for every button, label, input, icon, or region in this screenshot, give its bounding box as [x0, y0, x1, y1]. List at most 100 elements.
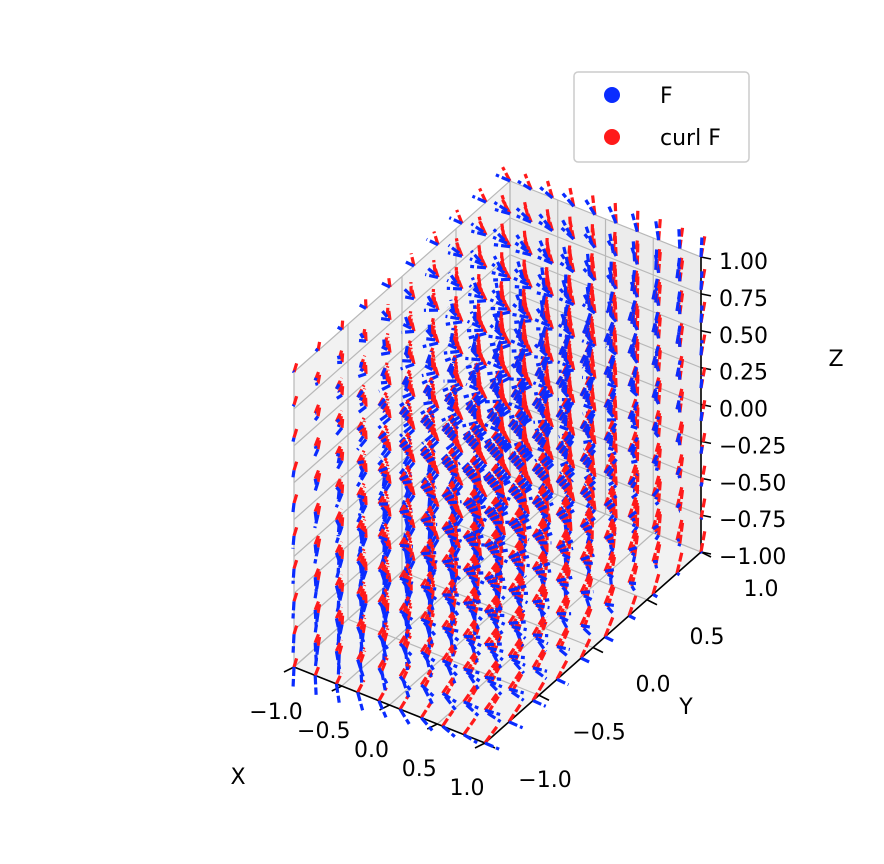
quiver-arrow-f — [335, 426, 344, 436]
quiver-arrow-curl-f — [443, 483, 456, 501]
quiver-arrow-f — [654, 221, 661, 241]
quiver-arrow-f — [654, 352, 659, 369]
quiver-arrow-f — [404, 518, 411, 532]
quiver-arrow-f — [484, 423, 500, 433]
quiver-arrow-curl-f — [340, 614, 345, 625]
legend-label-curl-f: curl F — [660, 126, 721, 151]
quiver-arrow-curl-f — [406, 573, 413, 588]
quiver-arrow-curl-f — [356, 581, 366, 595]
quiver-arrow-f — [561, 619, 570, 631]
quiver-arrow-f — [537, 325, 548, 347]
quiver-arrow-curl-f — [432, 325, 437, 341]
quiver-arrow-f — [489, 474, 508, 489]
quiver-arrow-f — [463, 667, 480, 675]
quiver-arrow-f — [421, 585, 437, 591]
quiver-arrow-f — [516, 261, 525, 279]
quiver-arrow-f — [699, 482, 704, 487]
quiver-arrow-curl-f — [561, 599, 571, 621]
quiver-arrow-f — [494, 445, 512, 462]
quiver-arrow-curl-f — [358, 650, 367, 664]
quiver-arrow-f — [603, 387, 617, 409]
quiver-arrow-f — [381, 281, 391, 289]
quiver-arrow-f — [463, 391, 481, 399]
quiver-arrow-curl-f — [358, 617, 367, 631]
quiver-arrow-curl-f — [422, 508, 434, 525]
quiver-arrow-f — [606, 606, 614, 614]
quiver-arrow-curl-f — [449, 554, 458, 573]
quiver-arrow-f — [399, 425, 413, 438]
quiver-arrow-f — [422, 341, 439, 349]
quiver-arrow-f — [555, 432, 573, 451]
quiver-arrow-curl-f — [398, 530, 411, 547]
quiver-arrow-f — [484, 571, 503, 581]
quiver-arrow-f — [606, 290, 615, 313]
quiver-arrow-curl-f — [476, 437, 481, 456]
quiver-arrow-curl-f — [555, 528, 569, 549]
quiver-arrow-f — [490, 583, 507, 590]
quiver-arrow-curl-f — [340, 351, 345, 363]
quiver-arrow-f — [484, 675, 502, 681]
quiver-arrow-f — [404, 379, 410, 389]
y-tick-label: −0.5 — [572, 720, 625, 745]
quiver-arrow-f — [313, 445, 318, 450]
quiver-arrow-f — [444, 442, 455, 452]
quiver-arrow-curl-f — [627, 594, 638, 617]
quiver-arrow-f — [334, 683, 341, 703]
quiver-arrow-f — [486, 360, 503, 370]
quiver-arrow-curl-f — [337, 544, 344, 557]
quiver-arrow-f — [470, 366, 480, 384]
quiver-arrow-f — [604, 635, 614, 643]
quiver-arrow-curl-f — [316, 570, 322, 581]
quiver-arrow-f — [556, 539, 574, 550]
quiver-arrow-f — [561, 439, 575, 457]
quiver-arrow-curl-f — [292, 592, 299, 602]
quiver-arrow-curl-f — [377, 490, 388, 505]
quiver-arrow-f — [398, 708, 411, 725]
quiver-arrow-f — [313, 478, 318, 485]
quiver-arrow-f — [507, 443, 525, 461]
quiver-arrow-f — [359, 332, 365, 339]
quiver-arrow-f — [494, 207, 511, 216]
quiver-arrow-f — [443, 349, 460, 355]
quiver-arrow-f — [442, 382, 460, 393]
gridline — [455, 523, 648, 601]
quiver-arrow-f — [382, 339, 386, 347]
quiver-arrow-f — [627, 299, 637, 322]
quiver-arrow-curl-f — [452, 361, 458, 379]
quiver-arrow-f — [514, 241, 530, 254]
quiver-arrow-f — [359, 367, 365, 373]
quiver-arrow-curl-f — [675, 551, 684, 574]
quiver-arrow-curl-f — [443, 679, 456, 698]
quiver-arrow-f — [494, 282, 501, 300]
quiver-arrow-f — [513, 595, 529, 605]
quiver-arrow-f — [377, 634, 389, 650]
quiver-arrow-f — [486, 711, 502, 723]
quiver-arrow-f — [540, 511, 549, 518]
quiver-arrow-f — [425, 385, 434, 397]
quiver-arrow-f — [605, 381, 617, 389]
quiver-arrow-curl-f — [462, 586, 477, 605]
quiver-arrow-f — [581, 339, 596, 348]
quiver-arrow-curl-f — [432, 522, 437, 537]
quiver-arrow-f — [484, 606, 503, 614]
quiver-arrow-curl-f — [510, 542, 524, 562]
quiver-arrow-f — [291, 470, 296, 478]
quiver-arrow-curl-f — [419, 570, 433, 588]
quiver-arrow-f — [532, 381, 548, 390]
quiver-arrow-f — [399, 609, 414, 621]
quiver-arrow-curl-f — [382, 431, 390, 446]
quiver-arrow-curl-f — [340, 417, 345, 429]
quiver-arrow-f — [380, 316, 391, 322]
quiver-arrow-f — [445, 320, 463, 326]
quiver-arrow-f — [675, 257, 682, 279]
quiver-arrow-curl-f — [334, 475, 344, 488]
quiver-arrow-f — [676, 571, 681, 577]
quiver-arrow-f — [564, 490, 568, 495]
quiver-arrow-f — [629, 388, 639, 397]
quiver-arrow-f — [607, 514, 615, 522]
quiver-arrow-f — [381, 444, 386, 449]
quiver-arrow-curl-f — [398, 661, 411, 678]
quiver-arrow-f — [399, 472, 413, 482]
quiver-arrow-f — [515, 234, 528, 250]
quiver-arrow-f — [511, 518, 530, 530]
